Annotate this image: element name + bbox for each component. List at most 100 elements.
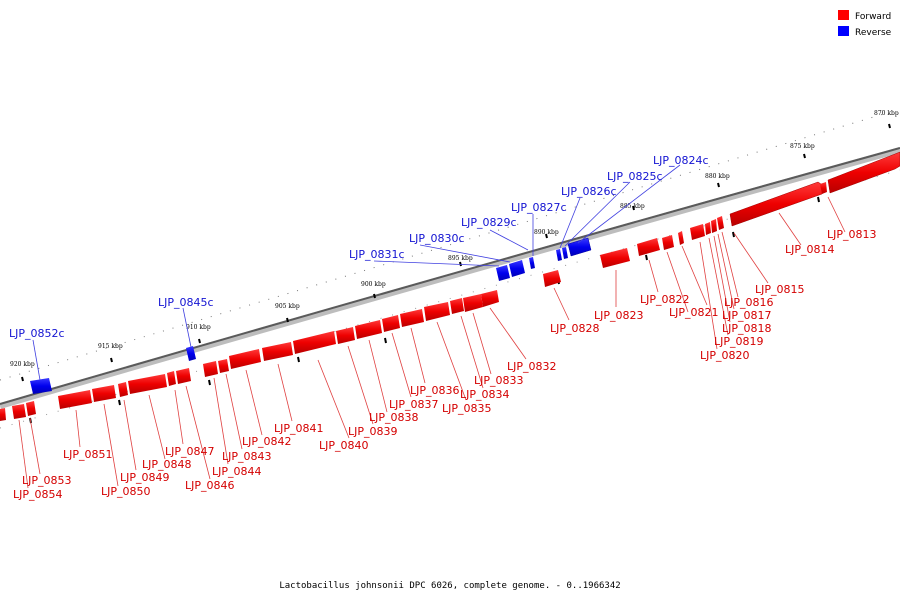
gene-block[interactable] [400,309,424,327]
legend-reverse-label: Reverse [855,28,892,38]
gene-block[interactable] [167,371,176,386]
gene-block[interactable] [336,327,355,344]
gene-block[interactable] [637,238,660,256]
gene-label[interactable]: LJP_0833 [474,374,524,387]
gene-label[interactable]: LJP_0827c [511,201,567,214]
gene-label[interactable]: LJP_0851 [63,448,113,461]
gene-label[interactable]: LJP_0831c [349,248,405,261]
genome-caption: Lactobacillus johnsonii DPC 6026, comple… [279,581,620,591]
tick-label: 895 kbp [448,255,473,262]
gene-block[interactable] [463,294,483,312]
gene-block[interactable] [118,382,128,397]
gene-label[interactable]: LJP_0814 [785,243,835,256]
gene-block[interactable] [509,260,525,277]
gene-block[interactable] [0,408,6,421]
gene-label[interactable]: LJP_0817 [722,309,772,322]
gene-block[interactable] [820,182,827,194]
gene-block[interactable] [543,270,561,287]
tick-label: 905 kbp [275,303,300,310]
gene-block[interactable] [450,298,464,314]
gene-block[interactable] [382,315,400,332]
gene-block[interactable] [481,290,499,307]
gene-label[interactable]: LJP_0818 [722,322,772,335]
gene-label[interactable]: LJP_0853 [22,474,72,487]
gene-label[interactable]: LJP_0836 [410,384,460,397]
gene-label[interactable]: LJP_0854 [13,488,63,501]
gene-block[interactable] [496,265,510,281]
gene-block[interactable] [30,378,52,394]
gene-label[interactable]: LJP_0842 [242,435,292,448]
gene-block[interactable] [424,302,450,321]
gene-block[interactable] [529,257,535,269]
gene-label[interactable]: LJP_0839 [348,425,398,438]
gene-label[interactable]: LJP_0832 [507,360,557,373]
gene-label[interactable]: LJP_0849 [120,471,170,484]
gene-label[interactable]: LJP_0816 [724,296,774,309]
gene-block[interactable] [600,248,630,268]
gene-block[interactable] [662,235,674,250]
tick-mark [632,205,635,211]
gene-block[interactable] [128,374,167,394]
gene-label[interactable]: LJP_0813 [827,228,877,241]
gene-label[interactable]: LJP_0825c [607,170,663,183]
gene-label[interactable]: LJP_0828 [550,322,600,335]
gene-block[interactable] [186,346,196,361]
gene-block[interactable] [711,219,717,233]
gene-label[interactable]: LJP_0845c [158,296,214,309]
gene-label[interactable]: LJP_0837 [389,398,439,411]
tick-mark [21,376,24,382]
gene-block[interactable] [678,231,684,245]
legend-forward-label: Forward [855,12,891,22]
gene-block[interactable] [827,151,900,194]
tick-label: 915 kbp [98,343,123,350]
gene-label[interactable]: LJP_0815 [755,283,805,296]
legend-reverse-swatch [838,26,849,36]
gene-label[interactable]: LJP_0829c [461,216,517,229]
tick-mark [198,338,201,344]
gene-label[interactable]: LJP_0824c [653,154,709,167]
tick-mark [717,182,720,188]
tick-label: 910 kbp [186,324,211,331]
gene-label[interactable]: LJP_0852c [9,327,65,340]
gene-label[interactable]: LJP_0844 [212,465,262,478]
gene-block[interactable] [293,331,336,354]
gene-block[interactable] [556,249,562,261]
gene-block[interactable] [12,404,26,419]
gene-label[interactable]: LJP_0822 [640,293,690,306]
gene-label[interactable]: LJP_0843 [222,450,272,463]
gene-block[interactable] [562,247,568,259]
gene-label[interactable]: LJP_0848 [142,458,192,471]
gene-label[interactable]: LJP_0846 [185,479,235,492]
tick-label: 885 kbp [620,203,645,210]
gene-block[interactable] [690,224,705,240]
gene-label[interactable]: LJP_0850 [101,485,151,498]
gene-label[interactable]: LJP_0841 [274,422,324,435]
gene-block[interactable] [229,349,261,369]
gene-label[interactable]: LJP_0821 [669,306,719,319]
gene-block[interactable] [705,222,711,235]
gene-block[interactable] [203,361,218,377]
forward-labels: LJP_0813 LJP_0814 LJP_0815 LJP_0816 LJP_… [13,228,877,501]
gene-label[interactable]: LJP_0820 [700,349,750,362]
gene-block[interactable] [92,385,116,402]
gene-label[interactable]: LJP_0840 [319,439,369,452]
gene-label[interactable]: LJP_0819 [714,335,764,348]
gene-block[interactable] [176,368,191,384]
gene-label[interactable]: LJP_0847 [165,445,215,458]
gene-label[interactable]: LJP_0823 [594,309,644,322]
gene-block[interactable] [729,181,825,227]
gene-label[interactable]: LJP_0834 [460,388,510,401]
gene-block[interactable] [26,401,36,416]
gene-block[interactable] [218,359,229,373]
gene-label[interactable]: LJP_0838 [369,411,419,424]
gene-label[interactable]: LJP_0830c [409,232,465,245]
gene-block[interactable] [717,216,724,230]
gene-block[interactable] [58,390,92,409]
gene-block[interactable] [262,342,293,361]
gene-label[interactable]: LJP_0826c [561,185,617,198]
gene-block[interactable] [355,320,382,339]
leader-lines-reverse [32,164,681,381]
gene-label[interactable]: LJP_0835 [442,402,492,415]
tick-mark [803,153,806,159]
